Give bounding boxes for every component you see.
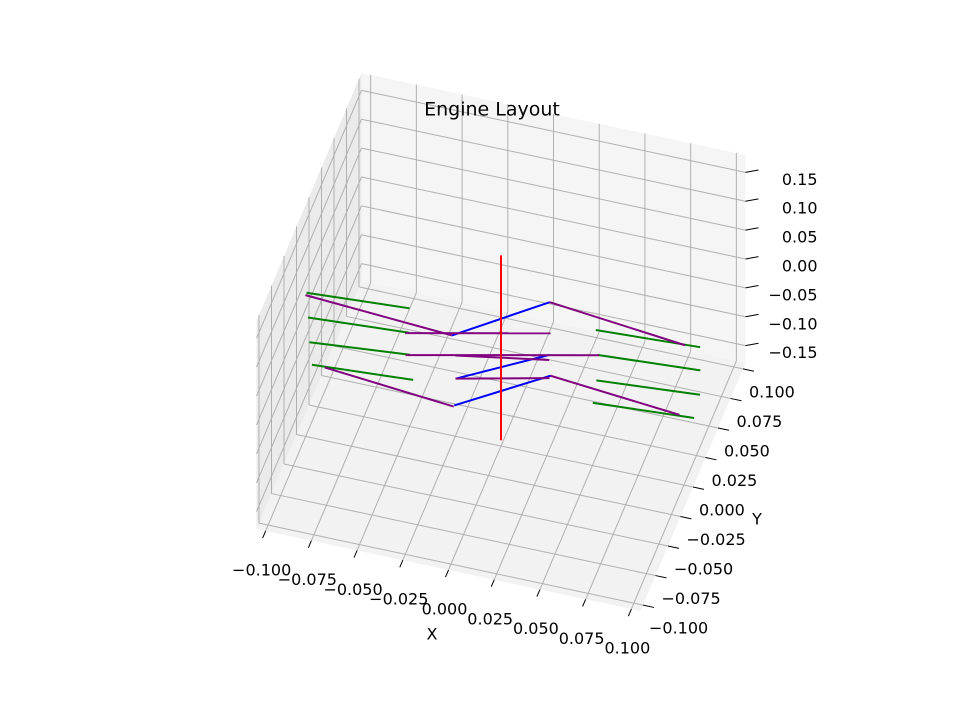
z-tick-label: −0.05: [768, 285, 817, 304]
line-segment: [597, 353, 701, 372]
tick-mark: [745, 285, 759, 289]
x-tick-label: −0.075: [278, 570, 337, 589]
y-tick-label: −0.050: [674, 560, 733, 579]
tick-mark: [582, 599, 587, 607]
y-tick-label: 0.000: [699, 501, 745, 520]
line-segment: [596, 379, 701, 396]
y-tick-label: 0.075: [737, 412, 783, 431]
tick-mark: [627, 608, 632, 617]
tick-mark: [307, 540, 312, 548]
grid-line: [333, 345, 719, 429]
tick-mark: [705, 456, 717, 461]
y-tick-label: 0.025: [712, 471, 758, 490]
grid-line: [361, 118, 746, 202]
grid-line: [361, 263, 746, 347]
line-segment: [592, 401, 695, 419]
tick-mark: [717, 427, 730, 431]
grid-line: [256, 205, 362, 455]
tick-mark: [353, 550, 358, 558]
line-segment: [549, 301, 686, 347]
grid-line: [258, 522, 644, 606]
line-segment: [453, 374, 551, 407]
grid-line: [321, 374, 706, 458]
y-axis-label: Y: [751, 510, 762, 529]
x-tick-label: 0.050: [513, 619, 559, 638]
line-segment: [455, 354, 550, 362]
x-axis-label: X: [427, 625, 438, 644]
x-tick-label: −0.100: [232, 560, 291, 579]
grid-line: [256, 176, 362, 426]
tick-mark: [742, 368, 755, 372]
x-tick-label: 0.025: [467, 609, 513, 628]
x-tick-label: 0.000: [422, 600, 468, 619]
z-tick-label: 0.10: [782, 199, 818, 218]
tick-mark: [399, 560, 404, 568]
grid-line: [256, 119, 362, 368]
grid-line: [256, 147, 362, 397]
tick-mark: [745, 342, 759, 347]
tick-mark: [490, 579, 495, 588]
grid-line: [271, 493, 656, 577]
z-tick-label: 0.00: [782, 257, 818, 276]
grid-line: [361, 205, 746, 289]
y-tick-label: −0.100: [649, 619, 708, 638]
grid-line: [361, 89, 746, 173]
y-tick-label: −0.025: [687, 530, 746, 549]
line-segment: [309, 341, 410, 356]
grid-line: [308, 404, 694, 488]
z-tick-label: 0.15: [782, 170, 818, 189]
tick-mark: [445, 569, 449, 578]
z-tick-label: 0.05: [782, 228, 818, 247]
z-tick-label: −0.15: [768, 343, 817, 362]
x-tick-label: 0.075: [559, 629, 605, 648]
grid-line: [256, 234, 362, 483]
x-tick-label: 0.100: [604, 639, 650, 658]
line-segment: [306, 291, 410, 310]
tick-mark: [680, 516, 692, 520]
grid-line: [361, 234, 746, 318]
chart-title: Engine Layout: [424, 99, 560, 121]
tick-mark: [262, 530, 267, 539]
tick-mark: [730, 397, 742, 402]
tick-mark: [745, 256, 759, 260]
tick-mark: [692, 486, 705, 490]
y-tick-label: −0.075: [662, 589, 721, 608]
tick-mark: [667, 545, 680, 549]
tick-mark: [745, 169, 759, 173]
x-tick-label: −0.050: [323, 580, 382, 599]
y-tick-label: 0.100: [749, 382, 795, 401]
line-segment: [307, 316, 410, 334]
y-tick-label: 0.050: [724, 441, 770, 460]
tick-mark: [655, 575, 667, 579]
grid-line: [283, 463, 669, 547]
tick-mark: [642, 604, 655, 608]
line-segment: [455, 377, 550, 380]
line-segment: [305, 294, 453, 337]
grid-line: [256, 90, 362, 339]
x-tick-label: −0.025: [369, 590, 428, 609]
tick-mark: [745, 227, 759, 231]
line-segment: [324, 366, 455, 408]
tick-mark: [536, 589, 541, 597]
grid-line: [358, 286, 744, 370]
tick-mark: [745, 313, 759, 318]
tick-mark: [745, 198, 759, 202]
line-segment: [311, 363, 414, 381]
grid-line: [361, 176, 746, 260]
grid-line: [296, 434, 681, 518]
grid-line: [361, 147, 746, 231]
line-segment: [550, 374, 680, 416]
z-tick-label: −0.10: [768, 314, 817, 333]
